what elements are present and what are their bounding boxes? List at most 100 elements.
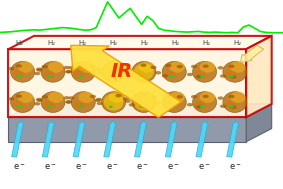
Bar	[8, 49, 246, 117]
Text: IR: IR	[111, 62, 133, 81]
Ellipse shape	[192, 92, 216, 112]
Ellipse shape	[177, 65, 183, 68]
Ellipse shape	[134, 70, 145, 79]
FancyArrow shape	[12, 121, 24, 157]
Ellipse shape	[96, 98, 102, 101]
Ellipse shape	[34, 102, 40, 105]
Ellipse shape	[42, 95, 48, 98]
Ellipse shape	[196, 105, 202, 109]
Ellipse shape	[170, 105, 173, 108]
Ellipse shape	[97, 71, 103, 75]
Ellipse shape	[34, 72, 40, 75]
Ellipse shape	[68, 66, 74, 69]
Ellipse shape	[230, 61, 245, 73]
FancyArrow shape	[165, 121, 178, 157]
Ellipse shape	[132, 92, 156, 112]
Ellipse shape	[115, 64, 121, 67]
Ellipse shape	[43, 101, 54, 109]
Ellipse shape	[48, 92, 64, 103]
Ellipse shape	[225, 70, 236, 79]
Ellipse shape	[164, 70, 176, 79]
FancyArrow shape	[73, 121, 86, 157]
Polygon shape	[246, 36, 272, 117]
Ellipse shape	[96, 67, 102, 71]
Text: H₂: H₂	[203, 40, 211, 46]
Ellipse shape	[203, 64, 209, 68]
Text: H₂: H₂	[47, 40, 55, 46]
Text: H₂: H₂	[78, 40, 86, 46]
Ellipse shape	[139, 92, 155, 103]
Ellipse shape	[48, 105, 52, 108]
Text: e$^-$: e$^-$	[136, 163, 149, 172]
Ellipse shape	[123, 67, 129, 70]
Ellipse shape	[37, 99, 43, 102]
Text: e$^-$: e$^-$	[44, 163, 57, 172]
Ellipse shape	[165, 64, 171, 67]
Ellipse shape	[66, 100, 72, 104]
Text: e$^-$: e$^-$	[198, 163, 211, 172]
Ellipse shape	[195, 101, 206, 109]
Ellipse shape	[48, 61, 64, 73]
Ellipse shape	[169, 92, 185, 103]
Polygon shape	[246, 104, 272, 142]
Ellipse shape	[228, 65, 235, 68]
Ellipse shape	[109, 61, 124, 73]
Ellipse shape	[95, 99, 101, 102]
FancyArrow shape	[71, 45, 181, 117]
Ellipse shape	[97, 102, 103, 105]
Ellipse shape	[134, 63, 154, 80]
Ellipse shape	[41, 61, 65, 82]
Ellipse shape	[109, 75, 113, 78]
Text: H₂: H₂	[234, 40, 242, 46]
Ellipse shape	[65, 100, 71, 104]
Text: e$^-$: e$^-$	[106, 163, 118, 172]
Ellipse shape	[36, 67, 42, 71]
Text: e$^-$: e$^-$	[75, 163, 88, 172]
Ellipse shape	[230, 105, 234, 108]
Ellipse shape	[191, 95, 197, 98]
Ellipse shape	[139, 75, 143, 78]
Ellipse shape	[218, 66, 224, 70]
Ellipse shape	[79, 105, 82, 108]
Text: e$^-$: e$^-$	[167, 163, 180, 172]
Ellipse shape	[102, 61, 126, 82]
Ellipse shape	[104, 63, 123, 80]
Ellipse shape	[169, 61, 185, 73]
Ellipse shape	[200, 75, 203, 78]
Ellipse shape	[150, 66, 156, 69]
Ellipse shape	[8, 67, 14, 70]
Ellipse shape	[187, 73, 193, 76]
Ellipse shape	[18, 105, 22, 108]
Ellipse shape	[164, 101, 176, 109]
Text: H₂: H₂	[171, 40, 179, 46]
Ellipse shape	[165, 94, 171, 98]
Ellipse shape	[73, 70, 85, 79]
Ellipse shape	[115, 94, 121, 97]
Ellipse shape	[13, 101, 24, 109]
Ellipse shape	[228, 95, 235, 98]
Ellipse shape	[68, 96, 74, 100]
Ellipse shape	[42, 65, 48, 68]
Ellipse shape	[177, 95, 183, 98]
Ellipse shape	[203, 95, 209, 98]
Ellipse shape	[71, 61, 95, 82]
Ellipse shape	[132, 61, 156, 82]
Ellipse shape	[18, 92, 33, 103]
Ellipse shape	[170, 75, 173, 78]
Ellipse shape	[220, 105, 226, 108]
Ellipse shape	[140, 94, 147, 97]
Ellipse shape	[162, 61, 186, 82]
Ellipse shape	[65, 70, 71, 74]
Ellipse shape	[200, 61, 215, 73]
Ellipse shape	[155, 71, 161, 74]
Ellipse shape	[139, 105, 143, 108]
Ellipse shape	[225, 101, 236, 109]
Ellipse shape	[140, 64, 147, 67]
Ellipse shape	[16, 64, 22, 68]
Ellipse shape	[18, 75, 22, 78]
Ellipse shape	[90, 65, 96, 68]
Ellipse shape	[63, 66, 70, 69]
Ellipse shape	[200, 105, 203, 108]
Text: H₂: H₂	[140, 40, 148, 46]
Ellipse shape	[63, 96, 70, 99]
